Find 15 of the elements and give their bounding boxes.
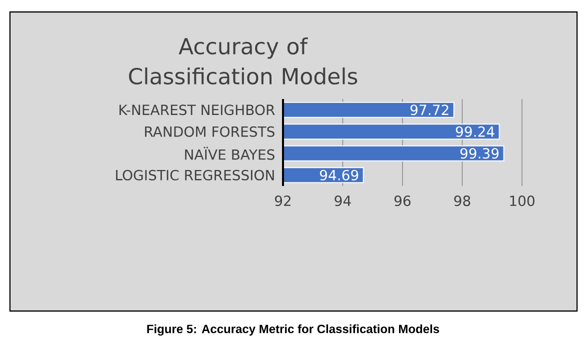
data-label: 94.69 <box>320 170 358 180</box>
data-label: 97.72 <box>410 104 448 116</box>
x-tick-label: 92 <box>274 196 291 206</box>
data-label: 99.24 <box>456 126 494 137</box>
caption: Figure 5: Accuracy Metric for Classification Models <box>147 324 440 336</box>
y-tick-label: K-NEAREST NEIGHBOR <box>120 104 275 116</box>
y-tick-label: RANDOM FORESTS <box>145 126 274 137</box>
chart-title: Accuracy of Classification Models <box>129 37 358 85</box>
x-tick-label: 100 <box>510 196 534 206</box>
x-tick-label: 94 <box>334 196 351 206</box>
y-tick-label: LOGISTIC REGRESSION <box>116 170 274 180</box>
x-tick-label: 96 <box>394 196 411 206</box>
y-tick-label: NAÏVE BAYES <box>185 146 274 160</box>
data-label: 99.39 <box>460 148 499 159</box>
x-tick-label: 98 <box>454 196 470 206</box>
